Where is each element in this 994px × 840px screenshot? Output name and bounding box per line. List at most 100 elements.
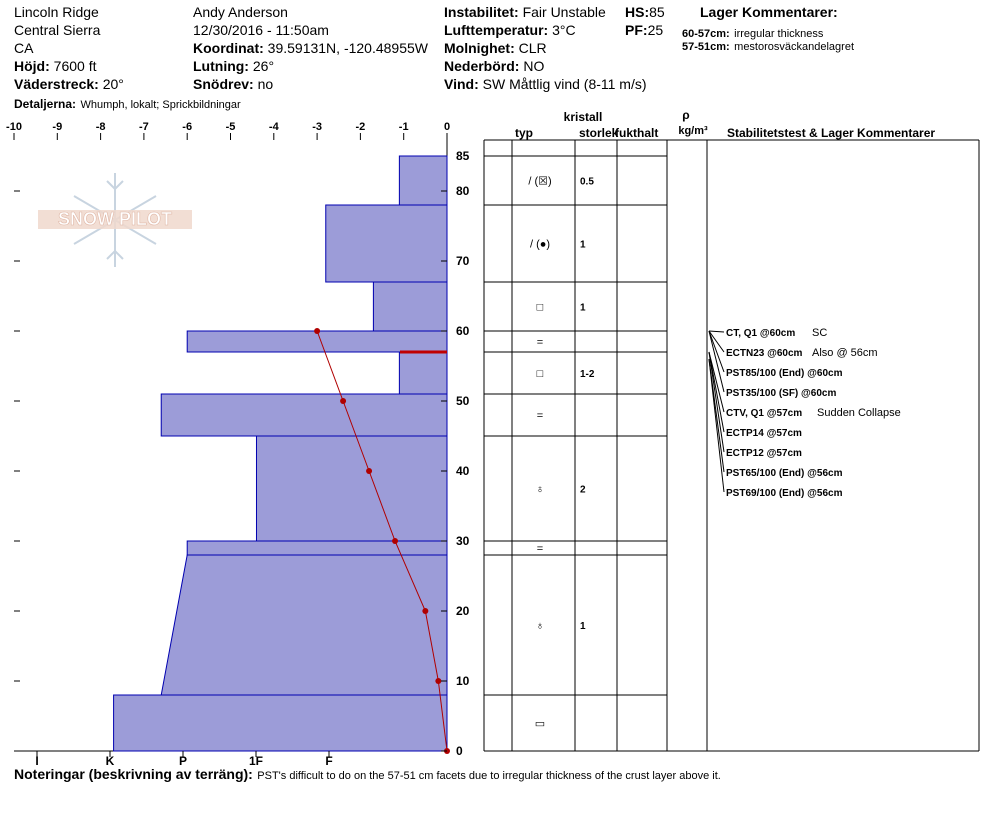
precip-label: Nederbörd: bbox=[444, 58, 520, 74]
aspect-label: Väderstreck: bbox=[14, 76, 99, 92]
precipitation: Nederbörd: NO bbox=[444, 59, 544, 73]
pf-value: 25 bbox=[647, 22, 664, 38]
temperature-point bbox=[422, 608, 429, 614]
layer-grain-type: □ bbox=[537, 368, 544, 380]
x-top-tick-label: -4 bbox=[269, 121, 280, 133]
y-tick-label: 80 bbox=[456, 184, 470, 198]
layer-comment-text: irregular thickness bbox=[734, 28, 824, 40]
hardness-bar bbox=[186, 540, 448, 556]
temperature-point bbox=[435, 678, 442, 684]
drift-value: no bbox=[257, 76, 274, 92]
hardness-bar bbox=[398, 351, 448, 395]
sky: Molnighet: CLR bbox=[444, 41, 547, 55]
stability-header: Stabilitetstest & Lager Kommentarer bbox=[727, 126, 935, 140]
temperature-line bbox=[316, 330, 448, 752]
test-leader-line bbox=[708, 330, 725, 353]
y-tick-label: 0 bbox=[456, 744, 463, 758]
wind-value: SW Måttlig vind (8-11 m/s) bbox=[482, 76, 647, 92]
details-label: Detaljerna: bbox=[14, 97, 77, 111]
test-leader-line bbox=[708, 351, 725, 433]
details: Detaljerna: Whumph, lokalt; Sprickbildni… bbox=[14, 96, 241, 112]
y-tick-label: 20 bbox=[456, 604, 470, 618]
coord-value: 39.59131N, -120.48955W bbox=[267, 40, 428, 56]
wind-label: Vind: bbox=[444, 76, 479, 92]
instability-label: Instabilitet: bbox=[444, 4, 519, 20]
hardness-bar bbox=[325, 204, 448, 283]
stability-test-label: ECTN23 @60cm bbox=[726, 348, 803, 359]
aspect-value: 20° bbox=[102, 76, 124, 92]
hardness-bar bbox=[160, 393, 448, 437]
snowflake-logo-icon bbox=[73, 173, 157, 267]
y-tick-label: 60 bbox=[456, 324, 470, 338]
hardness-bar bbox=[255, 435, 448, 542]
layer-comment-text: mestorosväckandelagret bbox=[734, 41, 854, 53]
drift: Snödrev: no bbox=[193, 77, 273, 91]
drift-label: Snödrev: bbox=[193, 76, 254, 92]
stability-test-note: Also @ 56cm bbox=[812, 347, 878, 359]
sky-value: CLR bbox=[518, 40, 547, 56]
notes: Noteringar (beskrivning av terräng): PST… bbox=[14, 767, 721, 783]
x-top-tick-label: -8 bbox=[96, 121, 106, 133]
aspect: Väderstreck: 20° bbox=[14, 77, 124, 91]
x-top-tick-label: -7 bbox=[139, 121, 149, 133]
notes-label: Noteringar (beskrivning av terräng): bbox=[14, 766, 253, 782]
grid-frame bbox=[14, 139, 980, 752]
stability-test-label: PST65/100 (End) @56cm bbox=[726, 468, 843, 479]
coordinates: Koordinat: 39.59131N, -120.48955W bbox=[193, 41, 428, 55]
hardness-bar bbox=[186, 330, 448, 353]
layer-comments-title: Lager Kommentarer: bbox=[700, 4, 838, 20]
rho-header: ρ bbox=[682, 108, 689, 122]
range: Central Sierra bbox=[14, 22, 101, 38]
layer-grain-type: ♁ bbox=[536, 484, 544, 496]
temperature-point bbox=[366, 468, 373, 474]
stability-test-note: Sudden Collapse bbox=[817, 407, 901, 419]
snowpilot-logo-band bbox=[38, 210, 192, 229]
test-leader-line bbox=[708, 351, 725, 413]
test-leader-line bbox=[708, 330, 725, 393]
stability-test-label: CTV, Q1 @57cm bbox=[726, 408, 802, 419]
stability-test-label: PST85/100 (End) @60cm bbox=[726, 368, 843, 379]
layer-grain-size: 0.5 bbox=[580, 177, 594, 188]
x-top-tick-label: -9 bbox=[52, 121, 62, 133]
temperature-point bbox=[392, 538, 399, 544]
y-tick-label: 30 bbox=[456, 534, 470, 548]
datetime: 12/30/2016 - 11:50am bbox=[193, 22, 329, 38]
y-top-label: 85 bbox=[456, 149, 470, 163]
test-leader-line bbox=[708, 351, 725, 453]
x-top-tick-label: -3 bbox=[312, 121, 322, 133]
temperature-point bbox=[340, 398, 347, 404]
stability-test-label: ECTP12 @57cm bbox=[726, 448, 802, 459]
elevation-label: Höjd: bbox=[14, 58, 50, 74]
layer-grain-type: ▭ bbox=[535, 718, 545, 730]
stability-test-label: CT, Q1 @60cm bbox=[726, 328, 795, 339]
sky-label: Molnighet: bbox=[444, 40, 515, 56]
pf: PF:25 bbox=[625, 23, 663, 37]
moisture-header: fukthalt bbox=[615, 126, 658, 140]
stability-test-label: PST35/100 (SF) @60cm bbox=[726, 388, 836, 399]
test-leader-line bbox=[708, 330, 725, 373]
layer-grain-type: = bbox=[537, 337, 543, 349]
stability-test-label: ECTP14 @57cm bbox=[726, 428, 802, 439]
stability-test-label: PST69/100 (End) @56cm bbox=[726, 488, 843, 499]
wind: Vind: SW Måttlig vind (8-11 m/s) bbox=[444, 77, 647, 91]
notes-text: PST's difficult to do on the 57-51 cm fa… bbox=[257, 770, 721, 782]
hs-value: 85 bbox=[649, 4, 665, 20]
crystal-header: kristall bbox=[564, 110, 603, 124]
x-top-tick-label: -6 bbox=[182, 121, 192, 133]
layer-grain-type: = bbox=[537, 410, 543, 422]
location: Lincoln Ridge bbox=[14, 4, 99, 20]
weak-layer-marker bbox=[400, 350, 447, 354]
hardness-bar bbox=[398, 155, 448, 206]
slope-label: Lutning: bbox=[193, 58, 249, 74]
x-top-tick-label: 0 bbox=[444, 121, 450, 133]
layer-grain-size: 1 bbox=[580, 621, 586, 632]
hardness-tick-label: F bbox=[325, 754, 332, 768]
type-header: typ bbox=[515, 126, 533, 140]
y-tick-label: 70 bbox=[456, 254, 470, 268]
layer-grain-type: ♁ bbox=[536, 620, 544, 632]
precip-value: NO bbox=[523, 58, 545, 74]
test-leader-line bbox=[708, 358, 725, 473]
hs: HS:85 bbox=[625, 5, 665, 19]
y-tick-label: 40 bbox=[456, 464, 470, 478]
hardness-bar bbox=[160, 554, 448, 696]
